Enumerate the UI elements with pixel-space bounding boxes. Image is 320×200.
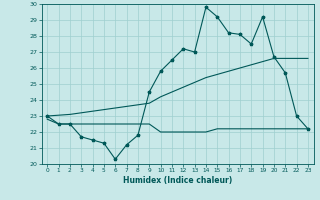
X-axis label: Humidex (Indice chaleur): Humidex (Indice chaleur) [123, 176, 232, 185]
